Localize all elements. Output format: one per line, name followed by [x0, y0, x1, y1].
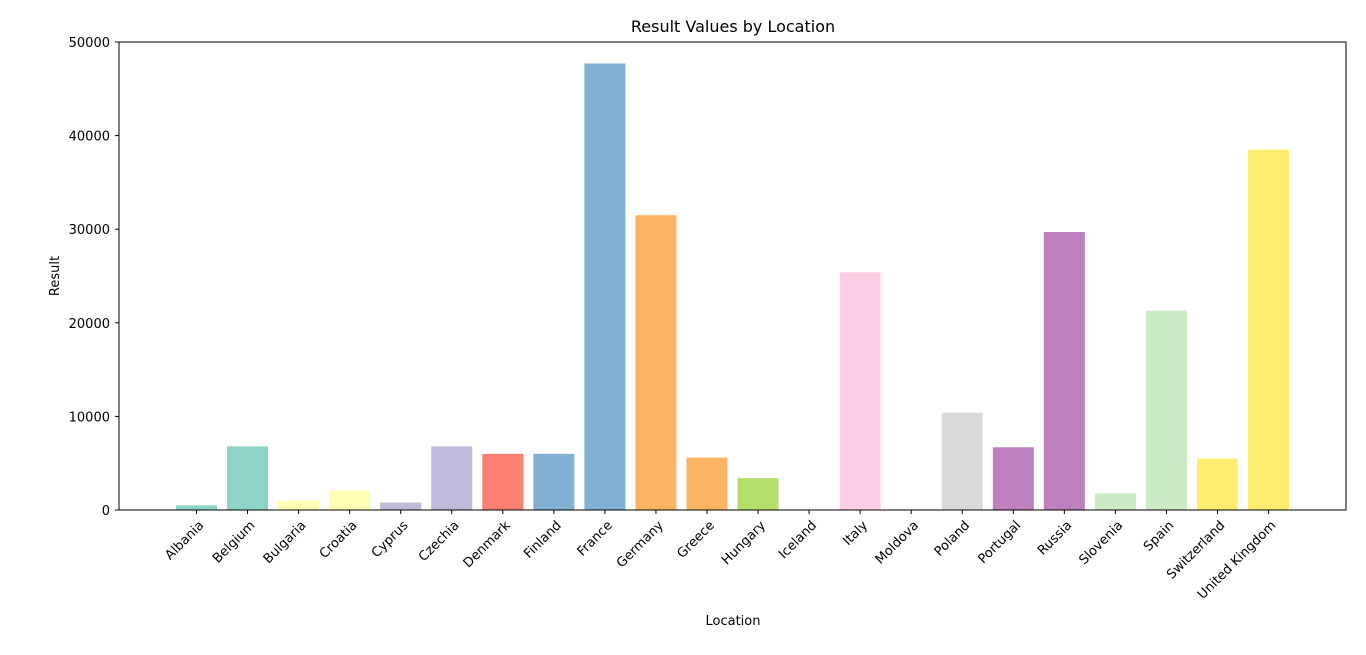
bar-croatia	[329, 490, 371, 510]
chart-title: Result Values by Location	[631, 17, 835, 36]
bar-italy	[839, 272, 881, 510]
x-tick-label: Spain	[1141, 518, 1177, 554]
x-tick-label: Iceland	[776, 518, 820, 562]
x-tick-label: Bulgaria	[261, 518, 310, 567]
x-tick-label: Belgium	[210, 518, 258, 566]
bar-hungary	[737, 478, 779, 510]
x-tick-label: Poland	[932, 518, 973, 559]
bar-spain	[1145, 310, 1187, 510]
bar-slovenia	[1094, 493, 1136, 510]
x-axis: Albania Belgium Bulgaria Croatia Cyprus Czech…	[162, 510, 1279, 603]
bar-portugal	[992, 447, 1034, 510]
x-tick-label: Finland	[521, 518, 564, 561]
bar-cyprus	[380, 502, 422, 510]
y-tick-label: 10000	[69, 410, 110, 425]
x-tick-label: France	[575, 518, 616, 559]
x-tick-label: Slovenia	[1076, 518, 1126, 568]
bar-belgium	[227, 446, 269, 510]
bar-germany	[635, 215, 677, 510]
bar-russia	[1043, 232, 1085, 510]
x-tick-label: Russia	[1035, 518, 1075, 558]
x-tick-label: Croatia	[317, 518, 361, 562]
x-axis-label: Location	[706, 614, 761, 629]
bar-united-kingdom	[1248, 149, 1290, 510]
y-tick-label: 0	[102, 504, 110, 519]
y-tick-label: 40000	[69, 130, 110, 145]
x-tick-label: Portugal	[975, 518, 1024, 567]
bar-greece	[686, 457, 728, 510]
y-tick-label: 50000	[69, 36, 110, 51]
x-tick-label: Moldova	[873, 518, 922, 567]
bars-group	[176, 63, 1290, 510]
bar-bulgaria	[278, 500, 320, 510]
x-tick-label: Germany	[614, 518, 667, 571]
bar-finland	[533, 453, 575, 510]
bar-switzerland	[1197, 458, 1238, 510]
bar-poland	[941, 412, 983, 510]
y-axis-label: Result	[48, 256, 63, 296]
bar-czechia	[431, 446, 473, 510]
bar-denmark	[482, 453, 524, 510]
x-tick-label: Greece	[674, 518, 717, 561]
bar-albania	[176, 505, 217, 510]
y-tick-label: 20000	[69, 317, 110, 332]
x-tick-label: Hungary	[719, 518, 769, 568]
plot-frame	[118, 41, 1347, 511]
x-tick-label: Italy	[840, 518, 871, 549]
x-tick-label: Denmark	[461, 518, 514, 571]
x-tick-label: Czechia	[416, 518, 463, 565]
y-axis: 0 10000 20000 30000 40000 50000	[69, 36, 119, 519]
x-tick-label: Albania	[162, 518, 207, 563]
bar-france	[584, 63, 626, 510]
x-tick-label: Cyprus	[369, 518, 412, 561]
y-tick-label: 30000	[69, 223, 110, 238]
